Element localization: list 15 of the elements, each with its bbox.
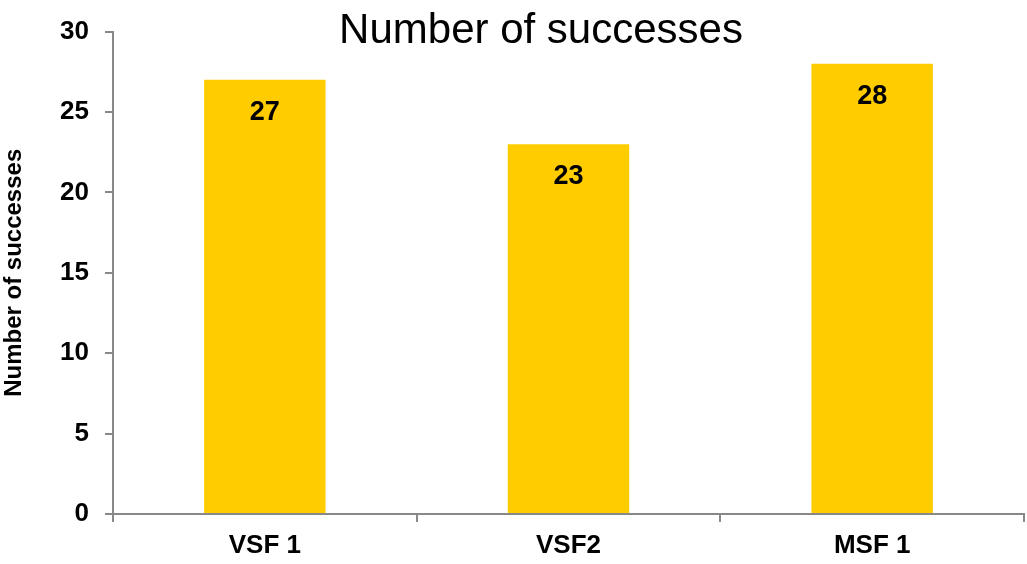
y-tick-label: 30 bbox=[60, 14, 89, 45]
data-label: 28 bbox=[857, 79, 888, 110]
y-axis-title: Number of successes bbox=[0, 148, 27, 397]
x-tick-label: VSF2 bbox=[535, 528, 602, 559]
y-tick-label: 0 bbox=[74, 497, 89, 528]
y-tick-label: 25 bbox=[60, 95, 89, 126]
chart-title: Number of successes bbox=[339, 5, 743, 52]
y-tick-label: 15 bbox=[60, 255, 89, 286]
y-tick-label: 5 bbox=[74, 416, 89, 447]
x-tick-label: MSF 1 bbox=[833, 528, 911, 559]
y-tick-label: 10 bbox=[60, 336, 89, 367]
y-tick-label: 20 bbox=[60, 175, 89, 206]
data-label: 27 bbox=[249, 95, 280, 126]
x-tick-label: VSF 1 bbox=[228, 528, 301, 559]
data-label: 23 bbox=[553, 160, 584, 191]
